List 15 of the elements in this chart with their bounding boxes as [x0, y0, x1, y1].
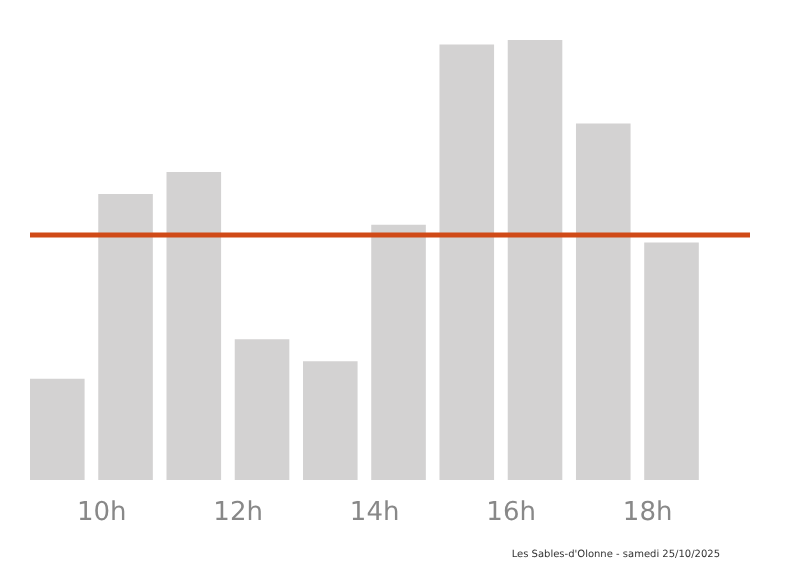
bar — [507, 40, 563, 480]
bar — [234, 339, 290, 480]
x-tick-label: 16h — [486, 498, 536, 528]
bar — [98, 194, 153, 480]
x-tick-label: 10h — [76, 498, 127, 528]
x-tick-label: 18h — [622, 498, 673, 528]
bar — [30, 378, 85, 480]
x-tick-label: 12h — [213, 498, 263, 528]
bar — [644, 242, 699, 480]
bar — [302, 361, 358, 480]
bar — [371, 224, 426, 480]
x-tick-label: 14h — [349, 498, 400, 528]
bar — [166, 172, 222, 480]
bar — [439, 44, 495, 480]
bar — [575, 123, 631, 480]
